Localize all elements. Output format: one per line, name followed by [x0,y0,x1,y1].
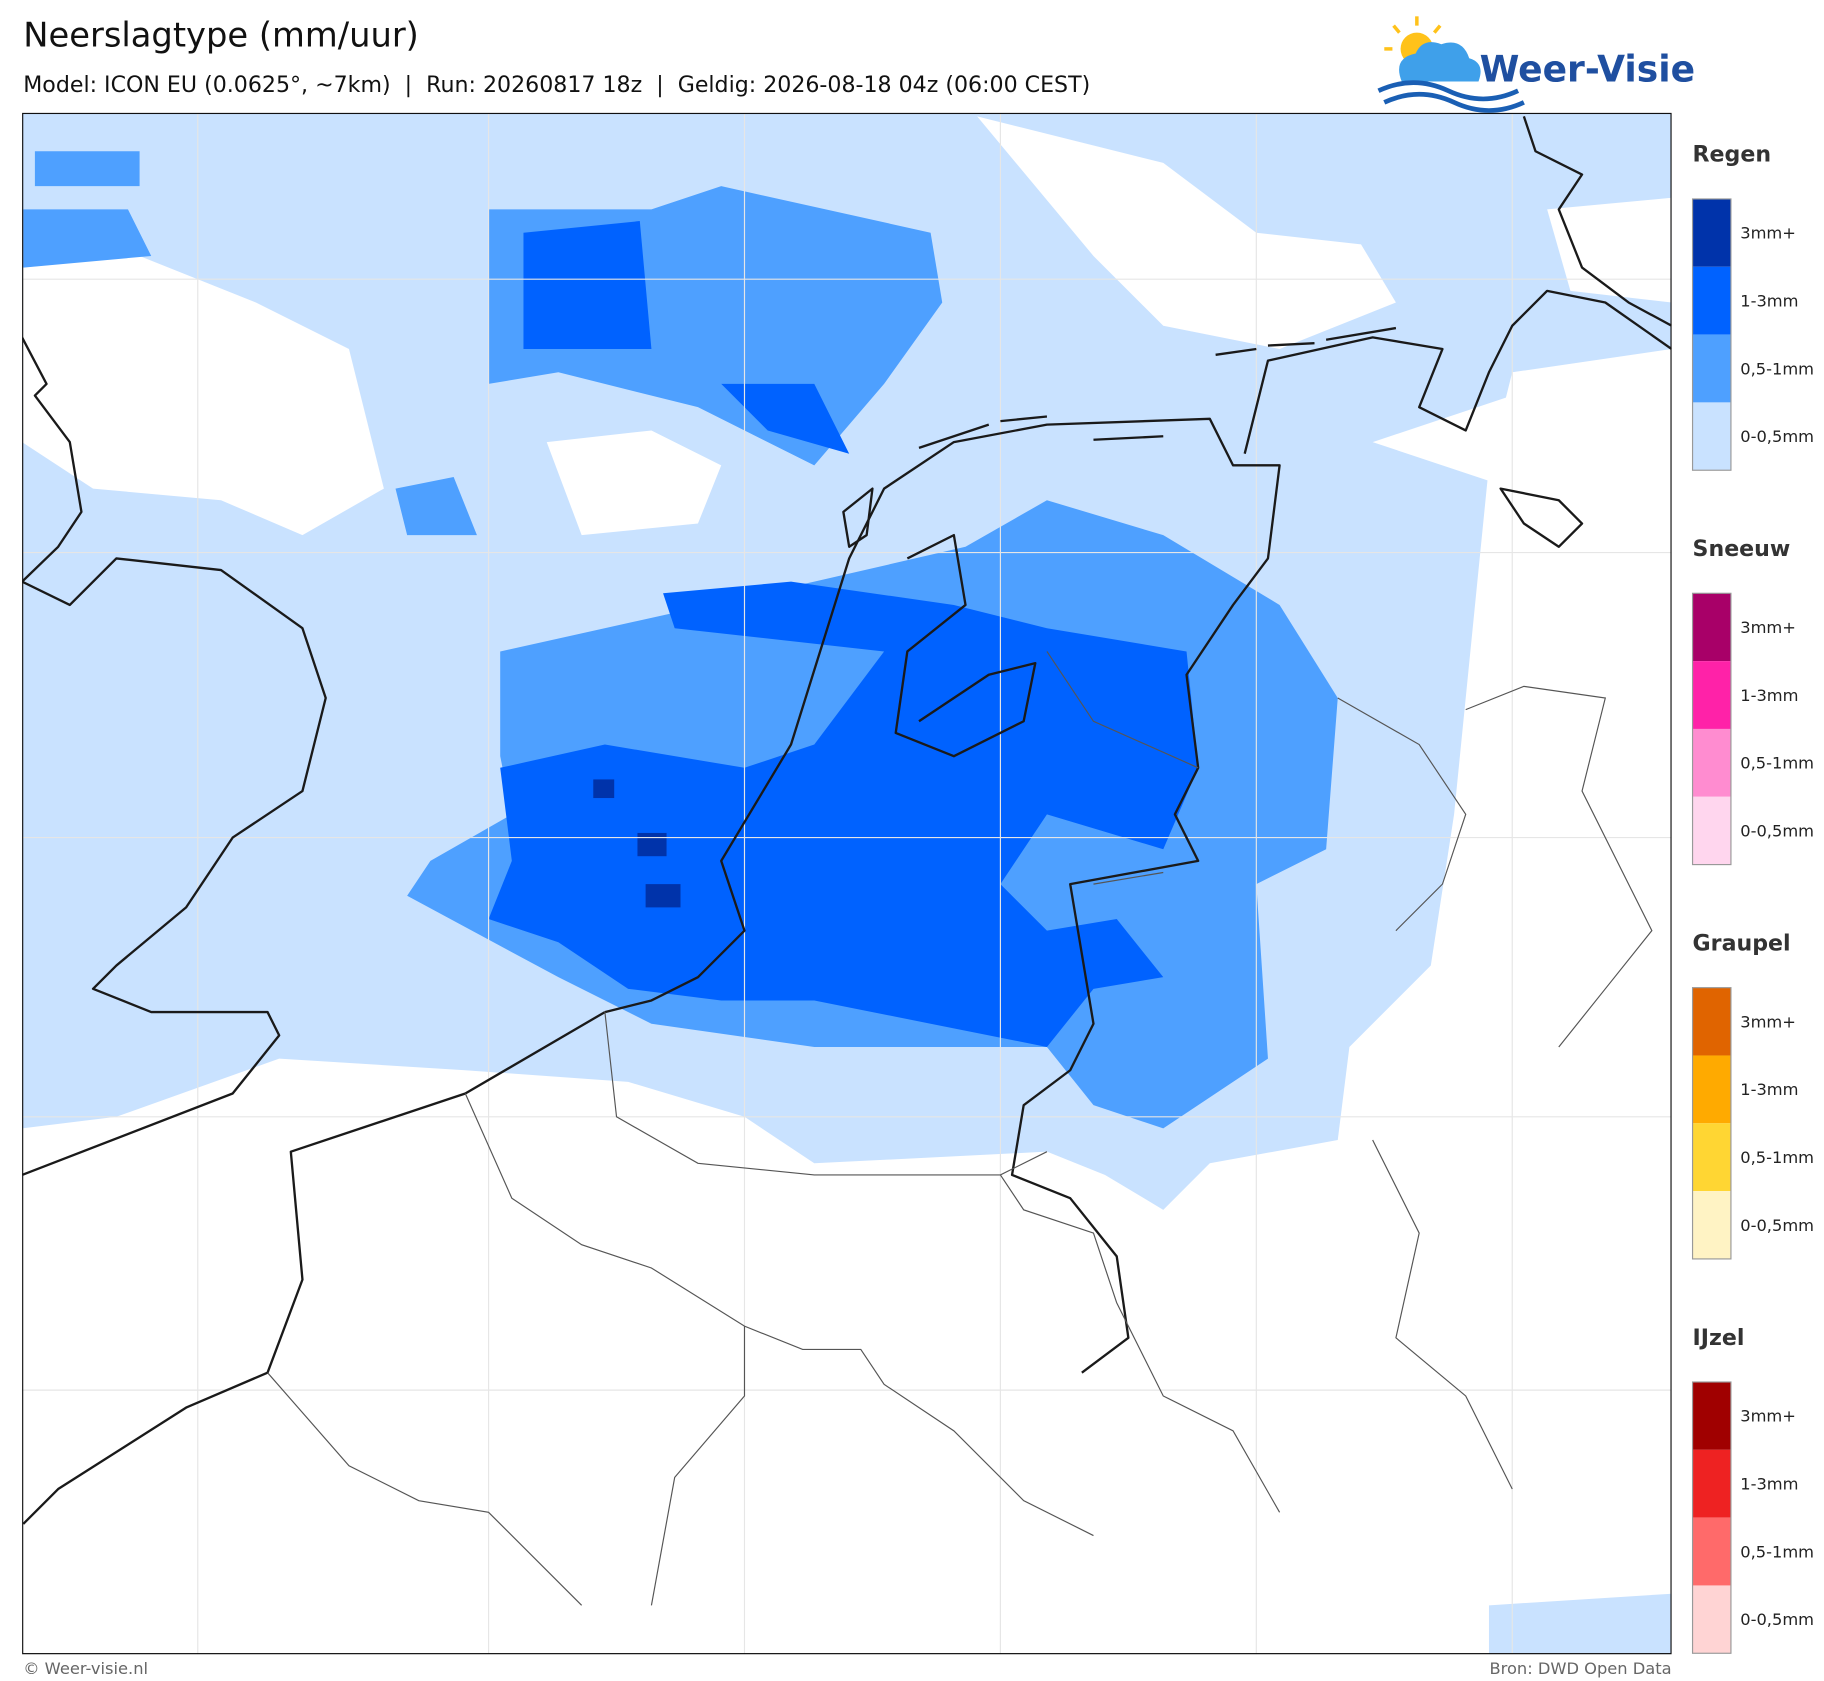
logo: Weer-Visie [1377,16,1695,113]
coastlines [22,115,1672,1525]
legend-label: 0-0,5mm [1740,1610,1814,1629]
borders [267,651,1653,1606]
legend-swatch [1692,661,1731,729]
legend-label: 3mm+ [1740,618,1796,637]
legend-swatch [1692,1191,1731,1259]
legend-frame [1691,198,1732,471]
legend-swatch [1692,728,1731,797]
legend-title: IJzel [1693,1325,1745,1351]
legend-swatch [1692,987,1731,1056]
graticule [22,112,1672,1655]
legend-title: Regen [1693,142,1772,168]
legend-label: 0,5-1mm [1740,1148,1814,1167]
legend-label: 1-3mm [1740,1080,1798,1099]
legend-label: 1-3mm [1740,292,1798,311]
footer-right: Bron: DWD Open Data [1489,1659,1671,1678]
legend-label: 0,5-1mm [1740,359,1814,378]
subtitle: Model: ICON EU (0.0625°, ~7km) | Run: 20… [23,72,1090,98]
legend: Regen 3mm+ 1-3mm 0,5-1mm 0-0,5mm Sneeuw 3mm+ 1-… [1691,142,1814,1654]
legend-swatch [1692,1517,1731,1586]
legend-swatch [1692,1585,1731,1654]
legend-swatch [1692,593,1731,662]
legend-swatch [1692,198,1731,267]
logo-waves [1377,80,1525,113]
legend-label: 3mm+ [1740,1012,1796,1031]
legend-frame [1691,592,1732,866]
precip-light-se [1488,1593,1672,1655]
legend-frame [1691,987,1732,1260]
legend-swatch [1692,1055,1731,1124]
logo-cloud [1399,42,1481,82]
footer-left: © Weer-visie.nl [23,1659,148,1678]
legend-swatch [1692,266,1731,335]
legend-swatch [1692,402,1731,471]
map [22,112,1672,1655]
title: Neerslagtype (mm/uur) [23,16,419,55]
legend-label: 1-3mm [1740,686,1798,705]
legend-swatch [1692,1382,1731,1450]
legend-swatch [1692,334,1731,403]
legend-swatch [1692,1449,1731,1518]
legend-swatch [1692,1123,1731,1192]
legend-frame [1691,1381,1732,1654]
legend-title: Sneeuw [1693,536,1791,562]
legend-label: 0,5-1mm [1740,754,1814,773]
legend-label: 0-0,5mm [1740,821,1814,840]
legend-label: 3mm+ [1740,224,1796,243]
legend-label: 1-3mm [1740,1475,1798,1494]
legend-swatch [1692,796,1731,865]
legend-label: 0-0,5mm [1740,1216,1814,1235]
legend-label: 0,5-1mm [1740,1542,1814,1561]
legend-title: Graupel [1693,930,1791,956]
precip-heavy [488,581,1199,1047]
legend-label: 3mm+ [1740,1407,1796,1426]
logo-text: Weer-Visie [1480,48,1695,90]
logo-rays [1384,16,1442,51]
legend-label: 0-0,5mm [1740,427,1814,446]
precip-medium-patches [23,151,477,536]
precip-very-heavy [593,779,681,908]
